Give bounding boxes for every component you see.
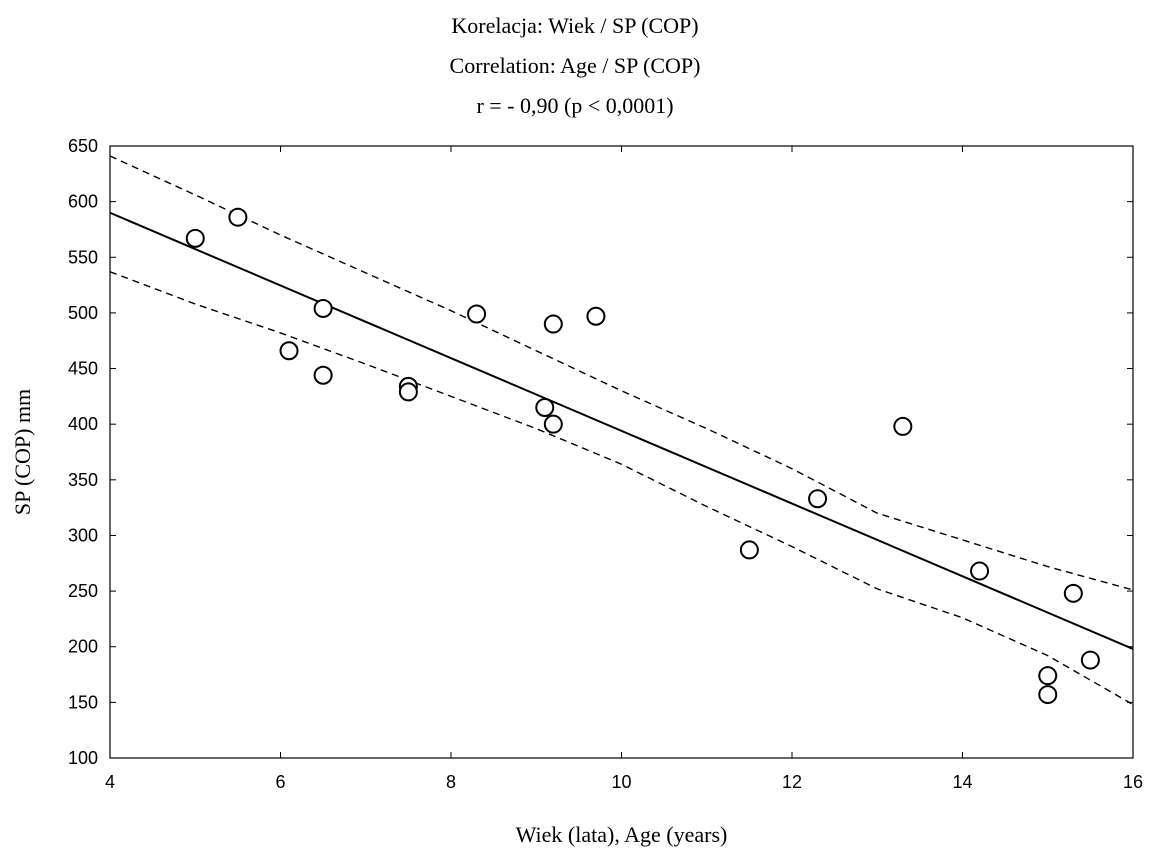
y-tick-label: 200: [68, 637, 98, 657]
y-tick-label: 100: [68, 748, 98, 768]
data-point: [398, 382, 418, 402]
data-point: [739, 540, 759, 560]
data-point: [1063, 583, 1083, 603]
confidence-bands-group: [109, 155, 1134, 706]
chart-title-line-2: Correlation: Age / SP (COP): [450, 53, 701, 78]
data-point: [279, 341, 299, 361]
y-tick-label: 400: [68, 414, 98, 434]
x-tick-label: 12: [782, 772, 802, 792]
confidence-band-lower: [109, 271, 1134, 706]
x-tick-label: 6: [275, 772, 285, 792]
confidence-band-upper: [109, 155, 1134, 591]
data-point: [586, 306, 606, 326]
data-points-group: [185, 207, 1100, 705]
data-point: [1038, 666, 1058, 686]
regression-line-group: [109, 211, 1134, 650]
y-tick-label: 650: [68, 136, 98, 156]
axes-group: 4 6 8 10 12 14 16 100 150 200 250 300 350 400 450 500 55…: [10, 136, 1143, 847]
y-tick-label: 550: [68, 247, 98, 267]
data-point: [228, 207, 248, 227]
data-point: [1080, 650, 1100, 670]
y-tick-label: 450: [68, 359, 98, 379]
x-tick-label: 16: [1123, 772, 1143, 792]
regression-line: [109, 211, 1134, 650]
y-tick-label: 600: [68, 192, 98, 212]
x-tick-label: 8: [446, 772, 456, 792]
y-tick-label: 250: [68, 581, 98, 601]
data-point: [535, 397, 555, 417]
data-point: [543, 314, 563, 334]
data-point: [893, 416, 913, 436]
y-tick-label: 350: [68, 470, 98, 490]
data-point: [543, 414, 563, 434]
y-tick-label: 150: [68, 692, 98, 712]
chart-title-line-3: r = - 0,90 (p < 0,0001): [476, 93, 673, 118]
chart-title-group: Korelacja: Wiek / SP (COP) Correlation: A…: [450, 13, 701, 118]
data-point: [1038, 685, 1058, 705]
data-point: [467, 304, 487, 324]
x-axis-title: Wiek (lata), Age (years): [516, 822, 728, 847]
y-tick-label: 300: [68, 525, 98, 545]
data-point: [970, 561, 990, 581]
data-point: [185, 228, 205, 248]
data-point: [313, 365, 333, 385]
x-tick-label: 10: [611, 772, 631, 792]
y-axis-title: SP (COP) mm: [10, 389, 35, 515]
x-tick-label: 4: [105, 772, 115, 792]
x-tick-label: 14: [952, 772, 972, 792]
chart-title-line-1: Korelacja: Wiek / SP (COP): [451, 13, 698, 38]
data-point: [808, 489, 828, 509]
plot-frame: [109, 145, 1134, 759]
y-tick-label: 500: [68, 303, 98, 323]
data-point: [313, 298, 333, 318]
